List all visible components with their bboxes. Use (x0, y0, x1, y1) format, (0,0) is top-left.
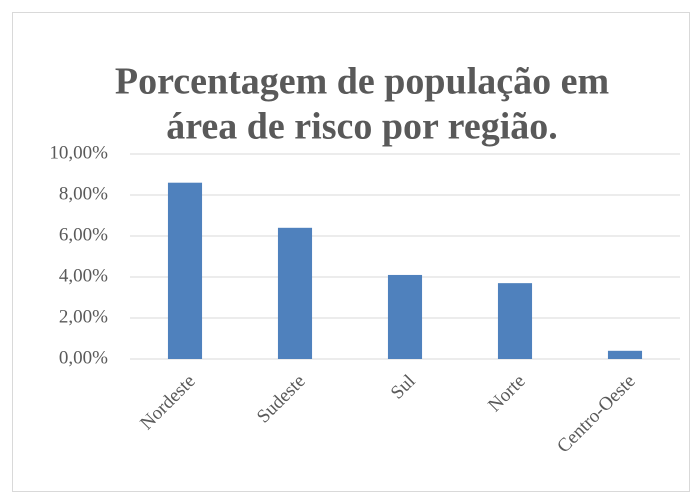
y-tick-label: 2,00% (59, 306, 108, 327)
y-tick-label: 10,00% (49, 142, 108, 163)
chart-border (12, 12, 690, 492)
y-tick-label: 8,00% (59, 183, 108, 204)
bar (277, 227, 313, 359)
bar (497, 283, 533, 359)
chart-title: Porcentagem de população em (115, 61, 609, 103)
y-tick-label: 4,00% (59, 265, 108, 286)
bar (167, 182, 203, 359)
bar (607, 350, 643, 359)
y-tick-label: 0,00% (59, 347, 108, 368)
chart-title: área de risco por região. (166, 106, 558, 148)
y-tick-label: 6,00% (59, 224, 108, 245)
bar (387, 274, 423, 359)
